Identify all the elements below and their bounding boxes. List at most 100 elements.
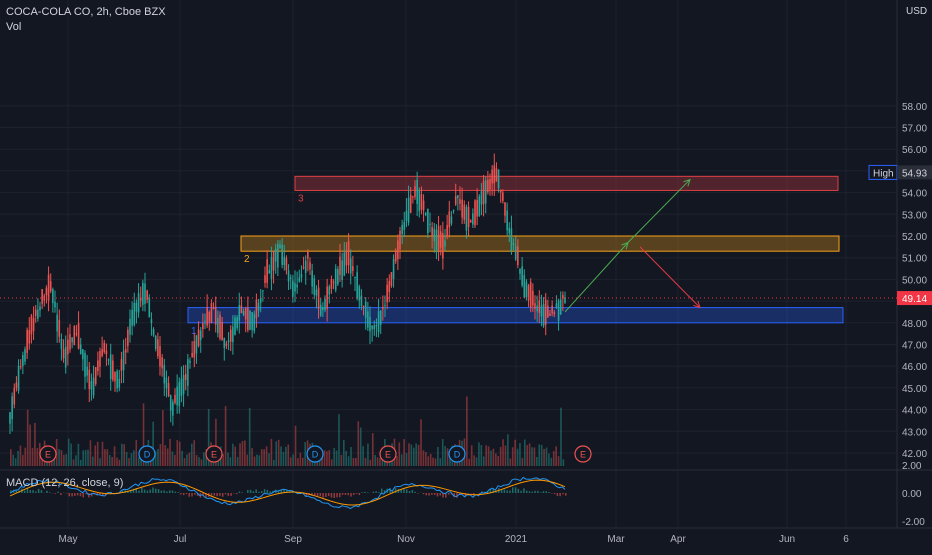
macd-histogram-bar — [506, 490, 508, 493]
candle-body — [48, 275, 50, 301]
volume-bar — [27, 410, 29, 466]
volume-bar — [268, 453, 270, 466]
volume-bar — [234, 447, 236, 466]
candle-body — [18, 366, 20, 391]
candle-body — [253, 314, 255, 331]
candle-body — [80, 344, 82, 354]
candle-body — [560, 299, 562, 314]
candle-body — [283, 257, 285, 266]
candle-body — [393, 259, 395, 279]
candle-body — [369, 317, 371, 332]
macd-histogram-bar — [520, 491, 522, 493]
candle-body — [506, 211, 508, 230]
candle-body — [123, 351, 125, 370]
volume-bar — [227, 453, 229, 466]
volume-bar — [353, 458, 355, 466]
candle-body — [148, 298, 150, 317]
macd-histogram-bar — [400, 490, 402, 493]
candle-body — [200, 331, 202, 340]
volume-bar — [304, 442, 306, 466]
candle-body — [219, 315, 221, 339]
volume-bar — [273, 460, 275, 466]
candle-body — [249, 311, 251, 330]
candle-body — [489, 179, 491, 189]
macd-histogram-bar — [356, 493, 358, 494]
macd-histogram-bar — [501, 490, 503, 493]
volume-bar — [230, 457, 232, 466]
macd-histogram-bar — [216, 493, 218, 496]
volume-bar — [483, 456, 485, 466]
candle-body — [191, 353, 193, 357]
price-tick-label: 57.00 — [902, 124, 927, 135]
candle-body — [187, 359, 189, 385]
candle-body — [129, 319, 131, 335]
candle-body — [485, 180, 487, 203]
candle-body — [397, 240, 399, 259]
candle-body — [232, 327, 234, 342]
macd-histogram-bar — [85, 493, 87, 494]
volume-bar — [22, 455, 24, 466]
candle-body — [496, 168, 498, 181]
volume-bar — [367, 444, 369, 466]
price-tick-label: 50.00 — [902, 275, 927, 286]
macd-histogram-bar — [211, 493, 213, 495]
macd-histogram-bar — [269, 491, 271, 493]
candle-body — [46, 288, 48, 295]
candle-body — [541, 305, 543, 316]
candle-body — [367, 311, 369, 327]
candle-body — [380, 311, 382, 325]
candle-body — [101, 349, 103, 356]
candle-body — [331, 279, 333, 289]
volume-bar — [102, 442, 104, 466]
macd-histogram-bar — [74, 493, 76, 496]
candle-body — [335, 269, 337, 291]
macd-histogram-bar — [186, 493, 188, 494]
macd-histogram-bar — [138, 491, 140, 493]
candle-body — [213, 308, 215, 309]
volume-bar — [514, 440, 516, 466]
volume-bar — [529, 443, 531, 466]
candle-body — [425, 213, 427, 215]
candle-body — [551, 305, 553, 313]
candle-body — [11, 396, 13, 419]
volume-bar — [283, 452, 285, 466]
candle-body — [52, 289, 54, 303]
volume-bar — [490, 451, 492, 466]
macd-histogram-bar — [225, 493, 227, 494]
macd-histogram-bar — [509, 490, 511, 493]
candle-body — [174, 395, 176, 403]
candle-body — [279, 244, 281, 248]
macd-histogram-bar — [331, 493, 333, 497]
candle-body — [37, 310, 39, 319]
volume-bar — [290, 457, 292, 466]
candle-body — [176, 387, 178, 406]
candle-body — [281, 245, 283, 265]
volume-bar — [401, 455, 403, 466]
candle-body — [373, 325, 375, 329]
macd-histogram-bar — [46, 491, 48, 493]
volume-bar — [29, 425, 31, 466]
macd-histogram-bar — [230, 493, 232, 496]
macd-histogram-bar — [144, 490, 146, 493]
macd-histogram-bar — [49, 492, 51, 493]
price-tick-label: 53.00 — [902, 210, 927, 221]
candle-body — [88, 370, 90, 389]
candle-body — [466, 207, 468, 231]
volume-bar — [413, 448, 415, 466]
volume-bar — [534, 447, 536, 466]
zone-1 — [188, 308, 843, 323]
volume-bar — [553, 451, 555, 466]
candle-body — [361, 296, 363, 306]
volume-bar — [435, 458, 437, 466]
macd-histogram-bar — [55, 493, 57, 494]
candle-body — [110, 354, 112, 379]
price-tick-label: 46.00 — [902, 362, 927, 373]
candle-body — [78, 323, 80, 348]
candle-body — [58, 320, 60, 337]
volume-bar — [133, 450, 135, 466]
candle-body — [463, 205, 465, 220]
volume-bar — [292, 454, 294, 466]
volume-bar — [58, 449, 60, 466]
